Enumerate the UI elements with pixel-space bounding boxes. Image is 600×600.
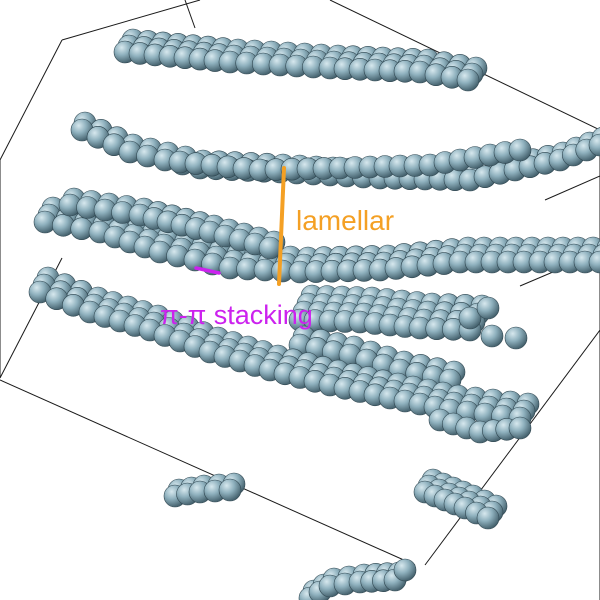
bead [508,138,532,162]
bead [476,296,500,320]
bead [504,326,528,350]
lamellar-spacing-marker [277,166,286,286]
bead [480,324,504,348]
bead-layers [28,28,600,600]
bead [393,558,417,582]
bead [588,133,600,157]
bead [476,506,500,530]
lamellar-label: lamellar [296,205,395,236]
bead [258,236,282,260]
pi-pi-stacking-marker [194,266,221,275]
pi-pi-stacking-label: π-π stacking [160,300,313,330]
bead [456,68,480,92]
bead [588,250,600,274]
bead [218,478,242,502]
bead [508,416,532,440]
bead [458,306,482,330]
